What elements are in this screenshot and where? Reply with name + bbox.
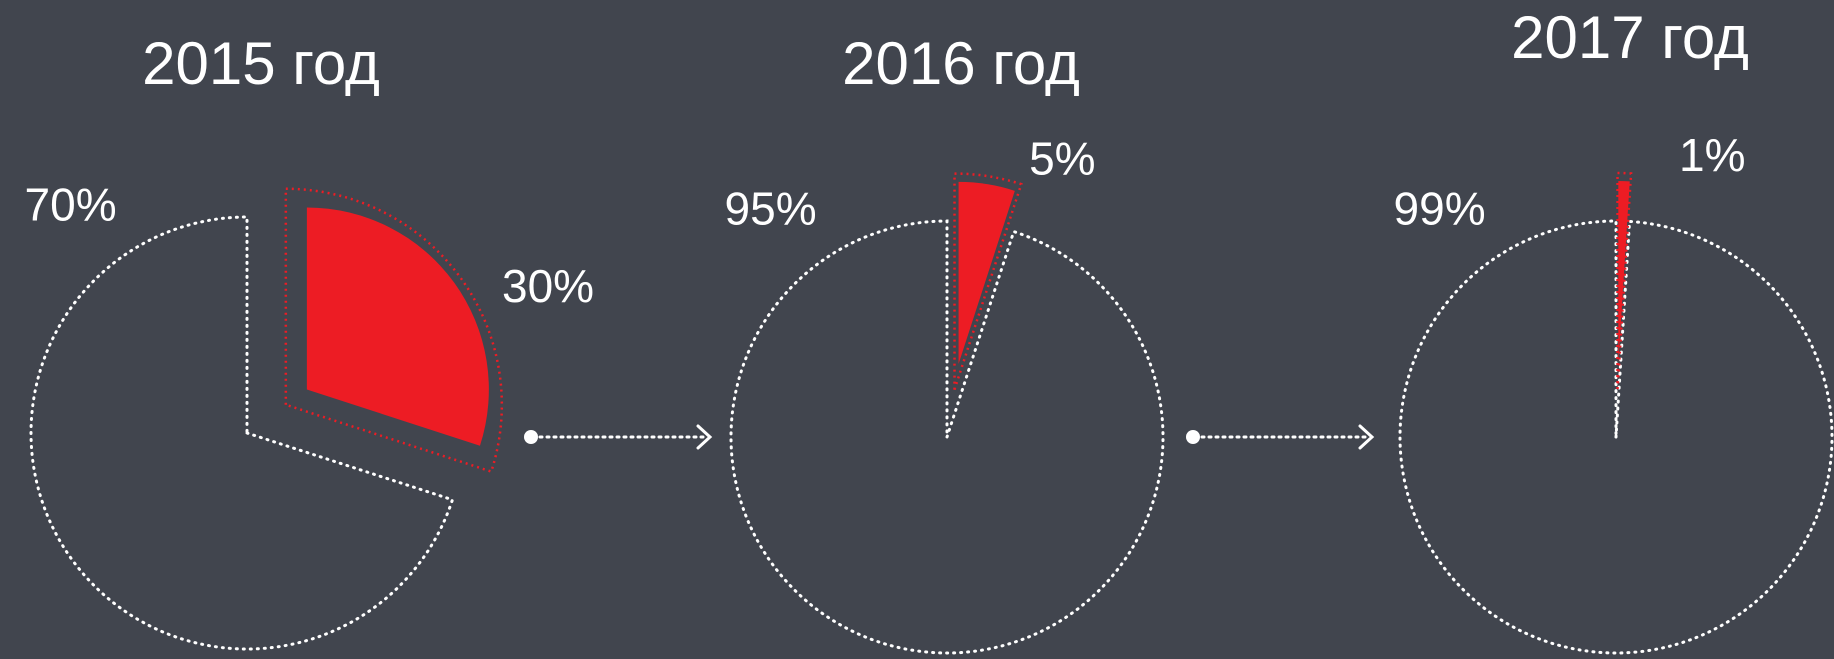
arrow [524,424,713,450]
chart-title: 2016 год [842,30,1080,97]
pie-slice-outline [284,187,504,474]
value-label: 95% [725,183,817,235]
pie-slice-outline [1616,171,1633,390]
value-label: 30% [502,260,594,312]
value-label: 1% [1679,129,1745,181]
pie-slice [1618,181,1630,364]
pie-slice [306,207,489,446]
chart-title: 2017 год [1511,4,1749,71]
pie-slice [29,215,455,651]
value-label: 99% [1394,183,1486,235]
pie-slice-outline [953,172,1023,390]
pie-slice [1398,219,1834,655]
value-label: 5% [1029,133,1095,185]
arrow [1186,424,1375,450]
chart-title: 2015 год [142,30,380,97]
pie-slice [958,181,1015,364]
pie-slice [729,219,1165,655]
value-label: 70% [25,179,117,231]
